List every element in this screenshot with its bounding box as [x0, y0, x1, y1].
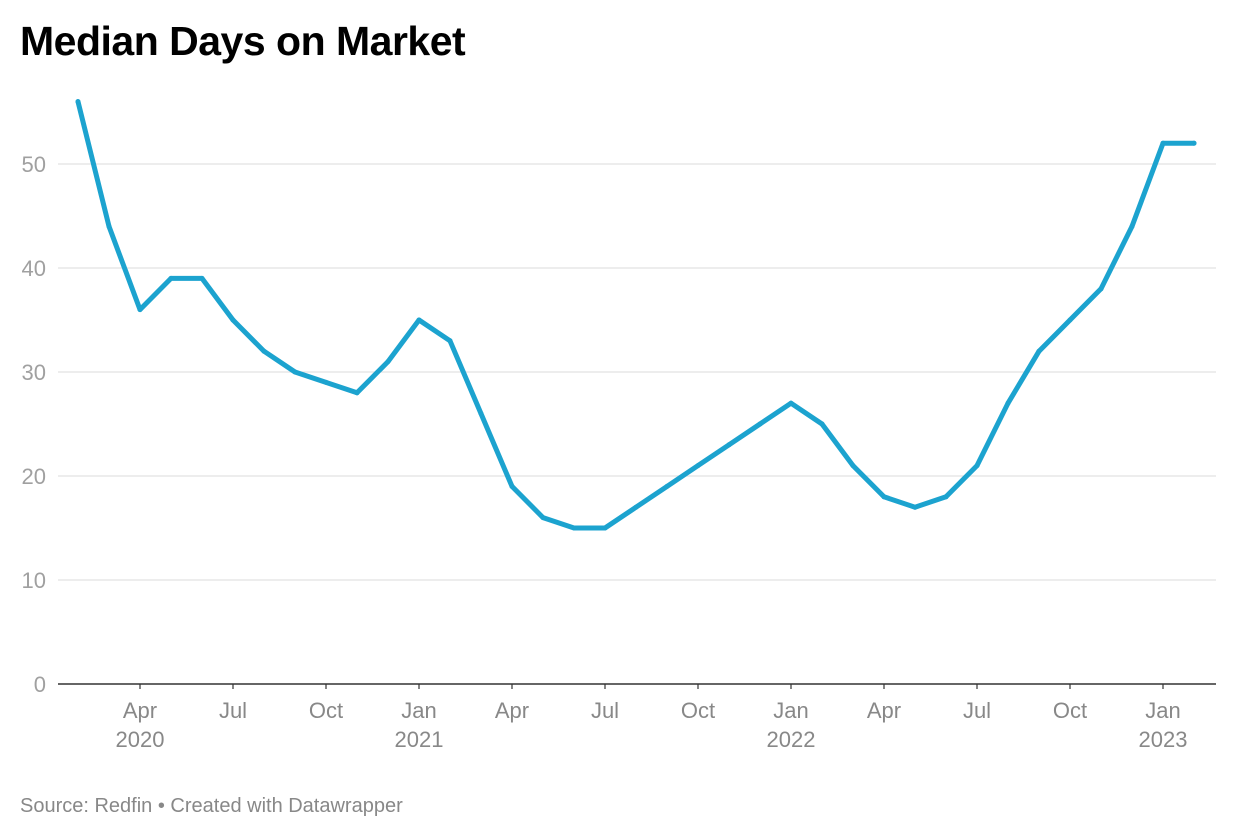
y-tick-label: 0	[34, 672, 46, 697]
data-point	[1191, 140, 1197, 146]
data-point	[75, 99, 81, 105]
y-axis-ticks: 0 10 20 30 40 50	[22, 152, 46, 697]
x-tick-label-month: Jul	[591, 698, 619, 723]
data-point	[664, 483, 670, 489]
chart-title: Median Days on Market	[20, 18, 466, 64]
x-tick-label-month: Jan	[773, 698, 808, 723]
data-point	[602, 525, 608, 531]
x-tick-label-month: Jan	[1145, 698, 1180, 723]
data-point	[199, 275, 205, 281]
gridlines	[58, 163, 1216, 581]
data-point	[292, 369, 298, 375]
x-tick-label-month: Jan	[401, 698, 436, 723]
data-point	[974, 463, 980, 469]
x-tick-label-month: Apr	[495, 698, 529, 723]
data-point	[261, 348, 267, 354]
y-tick-label: 40	[22, 256, 46, 281]
y-tick-label: 30	[22, 360, 46, 385]
data-point	[1098, 286, 1104, 292]
data-point	[354, 390, 360, 396]
data-point	[230, 317, 236, 323]
data-point	[633, 504, 639, 510]
data-point	[1067, 317, 1073, 323]
x-tick-label-month: Jul	[219, 698, 247, 723]
x-tick-label-month: Apr	[867, 698, 901, 723]
y-tick-label: 20	[22, 464, 46, 489]
x-axis-ticks: Apr 2020 Jul Oct Jan 2021 Apr Jul Oct Jan 2022 Apr J…	[116, 684, 1188, 752]
data-point	[850, 463, 856, 469]
data-point	[540, 515, 546, 521]
data-point	[571, 525, 577, 531]
data-point	[106, 223, 112, 229]
x-tick-label-month: Oct	[681, 698, 715, 723]
x-tick-label-year: 2020	[116, 727, 165, 752]
data-point	[137, 307, 143, 313]
x-tick-label-month: Oct	[309, 698, 343, 723]
series-line	[75, 99, 1197, 531]
data-point	[509, 483, 515, 489]
data-point	[881, 494, 887, 500]
data-point	[912, 504, 918, 510]
y-tick-label: 50	[22, 152, 46, 177]
x-tick-label-month: Apr	[123, 698, 157, 723]
data-point	[726, 442, 732, 448]
data-point	[385, 359, 391, 365]
data-point	[1036, 348, 1042, 354]
y-tick-label: 10	[22, 568, 46, 593]
data-point	[943, 494, 949, 500]
x-tick-label-year: 2023	[1139, 727, 1188, 752]
x-tick-label-year: 2021	[395, 727, 444, 752]
x-tick-label-year: 2022	[767, 727, 816, 752]
series-layer	[75, 99, 1197, 531]
data-point	[168, 275, 174, 281]
data-point	[1129, 223, 1135, 229]
data-point	[1005, 400, 1011, 406]
data-point	[757, 421, 763, 427]
x-tick-label-month: Oct	[1053, 698, 1087, 723]
x-tick-label-month: Jul	[963, 698, 991, 723]
data-point	[788, 400, 794, 406]
data-point	[819, 421, 825, 427]
data-point	[323, 379, 329, 385]
source-footer: Source: Redfin • Created with Datawrappe…	[20, 795, 403, 817]
data-point	[1160, 140, 1166, 146]
data-point	[416, 317, 422, 323]
data-point	[695, 463, 701, 469]
data-point	[478, 411, 484, 417]
data-point	[447, 338, 453, 344]
